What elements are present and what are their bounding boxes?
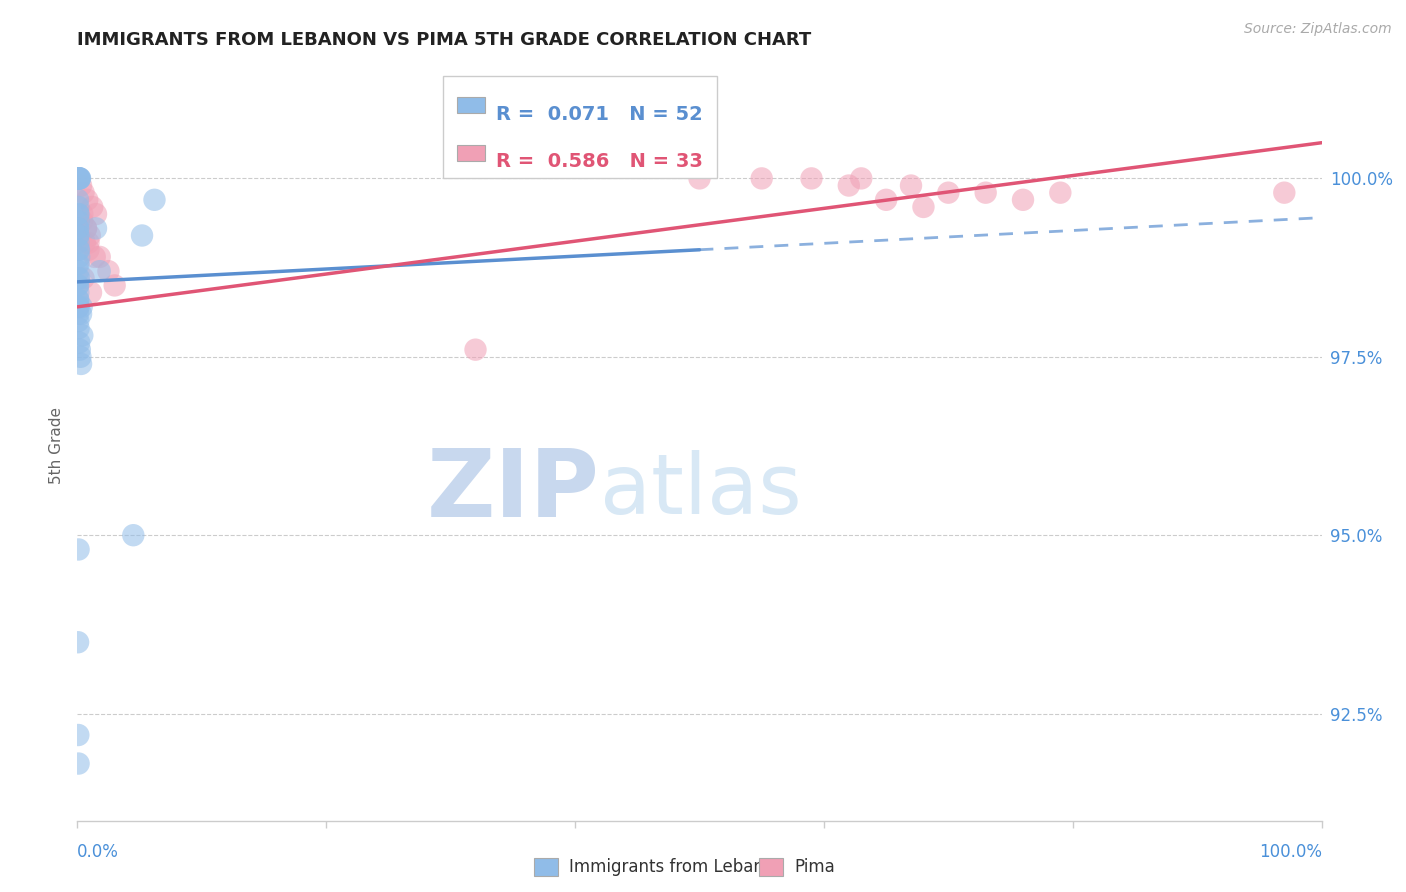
Point (143, 193, 166, 207)
Point (67, 271, 90, 285)
Point (66, 278, 89, 293)
Text: R =  0.071   N = 52: R = 0.071 N = 52 (496, 105, 703, 124)
Point (689, 171, 711, 186)
Point (900, 178, 922, 193)
Point (66, 193, 89, 207)
Point (89, 250, 111, 264)
Point (67, 235, 90, 250)
Text: IMMIGRANTS FROM LEBANON VS PIMA 5TH GRADE CORRELATION CHART: IMMIGRANTS FROM LEBANON VS PIMA 5TH GRAD… (77, 31, 811, 49)
Point (67, 300, 90, 314)
Y-axis label: 5th Grade: 5th Grade (49, 408, 65, 484)
Point (67, 228, 90, 243)
Point (67, 728, 90, 742)
Point (464, 343, 486, 357)
Point (84, 207, 107, 221)
Text: Source: ZipAtlas.com: Source: ZipAtlas.com (1244, 22, 1392, 37)
Point (67, 635, 90, 649)
Point (104, 278, 127, 293)
Point (67, 207, 90, 221)
Text: ZIP: ZIP (427, 445, 600, 537)
Point (1049, 186, 1071, 200)
Point (66, 293, 89, 307)
Point (122, 528, 145, 542)
Point (70, 357, 93, 371)
Point (974, 186, 997, 200)
Point (66, 307, 89, 321)
Point (67, 221, 90, 235)
Point (69, 171, 91, 186)
Point (67, 171, 90, 186)
Point (70, 300, 93, 314)
Text: Pima: Pima (794, 858, 835, 876)
Point (73, 235, 96, 250)
Point (67, 214, 90, 228)
Point (75, 221, 97, 235)
Point (67, 756, 90, 771)
Point (82, 200, 104, 214)
Point (79, 228, 101, 243)
Point (67, 171, 90, 186)
Point (67, 285, 90, 300)
Point (67, 335, 90, 350)
Point (851, 171, 873, 186)
Point (72, 271, 94, 285)
Point (72, 214, 94, 228)
Point (66, 207, 89, 221)
Point (912, 200, 935, 214)
Point (67, 271, 90, 285)
Point (67, 542, 90, 557)
Text: atlas: atlas (600, 450, 801, 532)
Point (1012, 193, 1035, 207)
Point (72, 328, 94, 343)
Point (69, 350, 91, 364)
Point (67, 264, 90, 278)
Point (70, 178, 93, 193)
Point (67, 257, 90, 271)
Point (67, 228, 90, 243)
Point (83, 250, 105, 264)
Text: 100.0%: 100.0% (1258, 843, 1322, 861)
Point (67, 300, 90, 314)
Point (751, 171, 773, 186)
Point (875, 193, 897, 207)
Point (69, 171, 91, 186)
Point (67, 314, 90, 328)
Point (67, 243, 90, 257)
Point (800, 171, 823, 186)
Point (77, 235, 100, 250)
Point (77, 243, 100, 257)
Point (75, 221, 97, 235)
Point (72, 186, 94, 200)
Text: Immigrants from Lebanon: Immigrants from Lebanon (569, 858, 785, 876)
Point (131, 228, 153, 243)
Point (97, 264, 120, 278)
Point (1272, 186, 1295, 200)
Point (84, 221, 107, 235)
Point (67, 171, 90, 186)
Point (838, 178, 860, 193)
Point (67, 243, 90, 257)
Point (66, 221, 89, 235)
Point (80, 285, 103, 300)
Point (89, 264, 111, 278)
Text: R =  0.586   N = 33: R = 0.586 N = 33 (496, 152, 703, 170)
Point (938, 186, 960, 200)
Point (67, 171, 90, 186)
Point (76, 193, 98, 207)
Point (66, 278, 89, 293)
Point (66, 171, 89, 186)
Point (67, 250, 90, 264)
Point (67, 293, 90, 307)
Point (67, 200, 90, 214)
Point (66, 257, 89, 271)
Text: 0.0%: 0.0% (77, 843, 120, 861)
Point (67, 321, 90, 335)
Point (70, 307, 93, 321)
Point (69, 343, 91, 357)
Point (72, 207, 94, 221)
Point (69, 171, 91, 186)
